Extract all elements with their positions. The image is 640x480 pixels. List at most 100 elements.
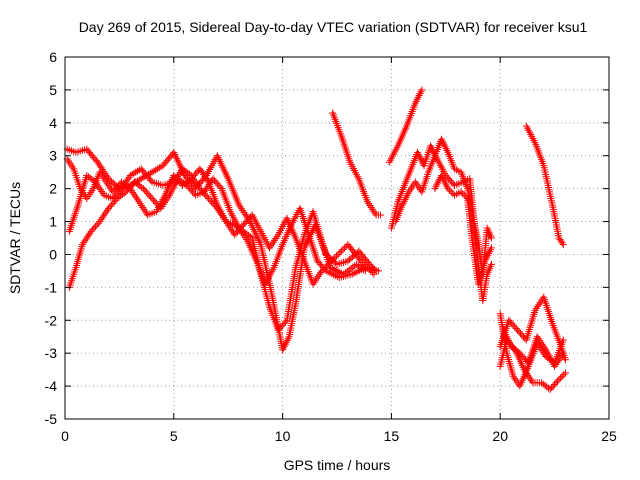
- data-point: [487, 260, 495, 268]
- data-point: [374, 267, 382, 275]
- data-point: [146, 169, 154, 177]
- data-track: [63, 145, 380, 354]
- y-tick-label: -3: [45, 345, 58, 361]
- data-point: [546, 385, 554, 393]
- data-point: [240, 208, 248, 216]
- data-point: [231, 231, 239, 239]
- data-point: [444, 185, 452, 193]
- data-point: [174, 176, 182, 184]
- data-point: [515, 328, 523, 336]
- data-point: [155, 164, 163, 172]
- data-point: [203, 193, 211, 201]
- x-tick-label: 15: [384, 428, 400, 444]
- data-track: [431, 171, 495, 288]
- data-point: [359, 259, 367, 267]
- data-point: [517, 329, 525, 337]
- data-point: [122, 188, 130, 196]
- y-tick-labels: -5 -4 -3 -2 -1 0 1 2 3 4 5 6: [45, 49, 58, 427]
- data-point: [316, 260, 324, 268]
- data-point: [115, 181, 123, 189]
- data-point: [368, 269, 376, 277]
- data-point: [315, 259, 323, 267]
- data-point: [339, 246, 347, 254]
- data-point: [235, 201, 243, 209]
- data-track: [385, 86, 426, 166]
- y-tick-label: 5: [49, 82, 57, 98]
- data-point: [96, 162, 104, 170]
- y-tick-label: -2: [45, 312, 58, 328]
- data-point: [90, 224, 98, 232]
- data-point: [120, 189, 128, 197]
- data-point: [109, 199, 117, 207]
- data-point: [446, 176, 454, 184]
- data-point: [128, 170, 136, 178]
- y-tick-label: 3: [49, 148, 57, 164]
- data-point: [170, 171, 178, 179]
- data-point: [512, 325, 520, 332]
- data-point: [505, 316, 513, 324]
- data-point: [110, 198, 118, 206]
- data-point: [551, 380, 559, 388]
- data-point: [508, 320, 516, 328]
- x-axis-label: GPS time / hours: [284, 457, 391, 473]
- y-tick-label: 1: [49, 214, 57, 230]
- data-point: [329, 255, 337, 263]
- data-point: [460, 191, 468, 199]
- data-point: [323, 262, 331, 270]
- data-point: [244, 216, 252, 224]
- data-point: [446, 186, 454, 194]
- data-point: [561, 356, 569, 364]
- data-point: [554, 377, 562, 385]
- data-point: [357, 257, 365, 265]
- x-tick-label: 20: [492, 428, 508, 444]
- data-point: [457, 188, 465, 196]
- x-tick-label: 5: [170, 428, 178, 444]
- data-point: [190, 171, 198, 179]
- data-point: [152, 166, 160, 174]
- data-point: [324, 260, 332, 268]
- data-point: [171, 173, 179, 181]
- data-point: [279, 321, 287, 329]
- x-tick-labels: 0 5 10 15 20 25: [61, 428, 617, 444]
- data-point: [519, 352, 527, 360]
- data-point: [277, 323, 285, 331]
- data-track: [392, 135, 495, 305]
- data-point: [189, 173, 197, 181]
- data-track: [65, 165, 369, 334]
- data-track: [522, 122, 567, 249]
- data-point: [558, 239, 566, 247]
- data-point: [318, 267, 326, 275]
- data-point: [215, 181, 223, 189]
- data-point: [360, 260, 368, 268]
- data-point: [509, 321, 517, 329]
- data-point: [89, 226, 97, 234]
- data-point: [187, 186, 195, 194]
- data-point: [332, 252, 340, 260]
- data-point: [130, 169, 138, 177]
- x-tick-label: 0: [61, 428, 69, 444]
- data-point: [149, 196, 157, 204]
- data-point: [514, 326, 522, 334]
- data-point: [148, 195, 156, 203]
- plot-frame: [64, 56, 610, 420]
- data-point: [235, 226, 243, 234]
- x-tick-label: 10: [275, 428, 291, 444]
- data-point: [319, 265, 327, 273]
- data-point: [236, 203, 244, 211]
- data-point: [147, 176, 155, 184]
- data-point: [151, 198, 159, 206]
- data-point: [448, 178, 456, 186]
- data-point: [110, 186, 118, 194]
- data-point: [93, 221, 101, 229]
- data-track: [496, 293, 569, 364]
- data-point: [148, 168, 156, 176]
- data-point: [141, 186, 149, 194]
- data-point: [519, 333, 527, 341]
- data-point: [91, 222, 99, 230]
- data-point: [561, 369, 569, 377]
- data-point: [153, 165, 161, 173]
- y-tick-label: 4: [49, 115, 57, 131]
- data-point: [517, 351, 525, 359]
- y-tick-label: 0: [49, 246, 57, 262]
